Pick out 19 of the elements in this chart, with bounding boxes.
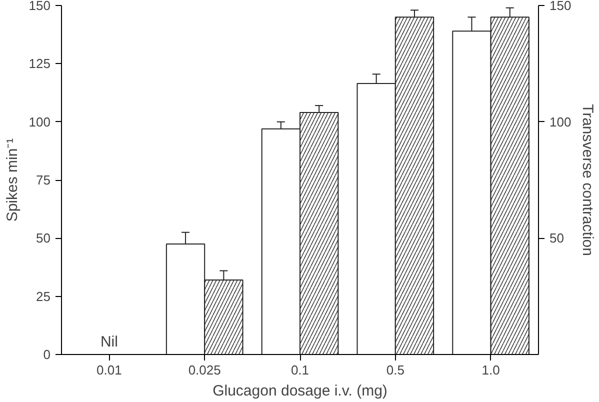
y2-tick-label: 150 bbox=[550, 0, 572, 13]
y-tick-label: 75 bbox=[36, 172, 51, 188]
y-tick-label: 100 bbox=[28, 114, 51, 130]
y-tick-label: 25 bbox=[36, 288, 51, 304]
y-tick-label: 125 bbox=[28, 56, 51, 72]
x-tick-label: 0.1 bbox=[290, 362, 310, 378]
y-tick-label: 50 bbox=[36, 230, 51, 246]
y2-axis-title: Transverse contraction bbox=[579, 104, 596, 256]
y2-tick-label: 100 bbox=[550, 114, 572, 130]
annotation: Nil bbox=[100, 334, 118, 350]
y2-tick-label: 50 bbox=[550, 230, 564, 246]
y-tick-label: 150 bbox=[28, 0, 51, 13]
x-tick-label: 0.01 bbox=[96, 362, 122, 378]
y-axis-title: Spikes min⁻¹ bbox=[4, 138, 21, 222]
y-tick-label: 0 bbox=[43, 347, 51, 362]
x-axis-title: Glucagon dosage i.v. (mg) bbox=[212, 382, 388, 400]
x-tick-label: 0.025 bbox=[188, 362, 221, 378]
x-tick-label: 1.0 bbox=[482, 362, 500, 378]
x-tick-label: 0.5 bbox=[386, 362, 404, 378]
